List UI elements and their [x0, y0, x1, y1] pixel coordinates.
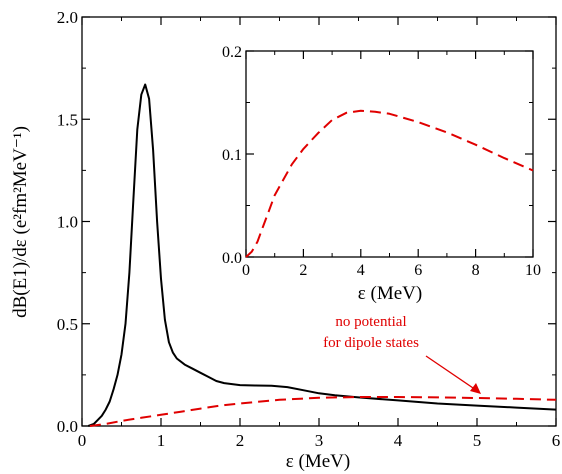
main-xtick-label: 0 — [78, 431, 87, 450]
main-xlabel: ε (MeV) — [286, 451, 350, 472]
inset-xtick-label: 0 — [242, 262, 250, 279]
main-ytick-label: 2.0 — [57, 8, 78, 27]
inset-ytick-label: 0.1 — [222, 147, 242, 164]
inset-xtick-label: 4 — [357, 262, 365, 279]
annotation-arrowhead — [470, 383, 481, 394]
main-xtick-label: 1 — [157, 431, 166, 450]
inset-plot: 0 2 4 6 8 10 0.0 0.1 0.2 ε (MeV) — [222, 44, 541, 304]
main-ytick-label: 0.0 — [57, 417, 78, 436]
main-ticks: 0 1 2 3 4 5 6 0.0 0.5 1.0 1.5 2.0 — [57, 8, 561, 450]
main-xtick-label: 3 — [315, 431, 324, 450]
main-ytick-label: 1.5 — [57, 110, 78, 129]
main-series — [87, 83, 557, 427]
inset-series — [245, 109, 534, 258]
main-ylabel: dB(E1)/dε (e²fm²MeV⁻¹) — [10, 126, 31, 318]
inset-series-dashed-red — [245, 109, 534, 258]
inset-ytick-label: 0.0 — [222, 250, 242, 267]
main-ytick-label: 0.5 — [57, 315, 78, 334]
inset-xtick-label: 10 — [525, 262, 541, 279]
main-xtick-label: 6 — [552, 431, 561, 450]
main-xtick-label: 2 — [236, 431, 245, 450]
inset-xtick-label: 6 — [414, 262, 422, 279]
inset-plot-background — [246, 51, 533, 257]
main-xtick-label: 4 — [394, 431, 403, 450]
main-plot: 0 1 2 3 4 5 6 0.0 0.5 1.0 1.5 2.0 ε (MeV) dB(E1)/dε… — [10, 8, 560, 472]
main-xtick-label: 5 — [473, 431, 482, 450]
annotation-line-1: no potential — [335, 314, 406, 330]
main-series-dashed-red — [89, 396, 557, 427]
annotation-line-2: for dipole states — [323, 335, 419, 351]
main-ytick-label: 1.0 — [57, 213, 78, 232]
inset-xtick-label: 2 — [299, 262, 307, 279]
main-series-solid-black — [87, 83, 557, 427]
inset-xlabel: ε (MeV) — [358, 283, 422, 304]
inset-ytick-label: 0.2 — [222, 44, 242, 61]
annotation-arrow — [425, 355, 477, 391]
inset-ticks: 0 2 4 6 8 10 0.0 0.1 0.2 — [222, 44, 541, 279]
inset-xtick-label: 8 — [472, 262, 480, 279]
